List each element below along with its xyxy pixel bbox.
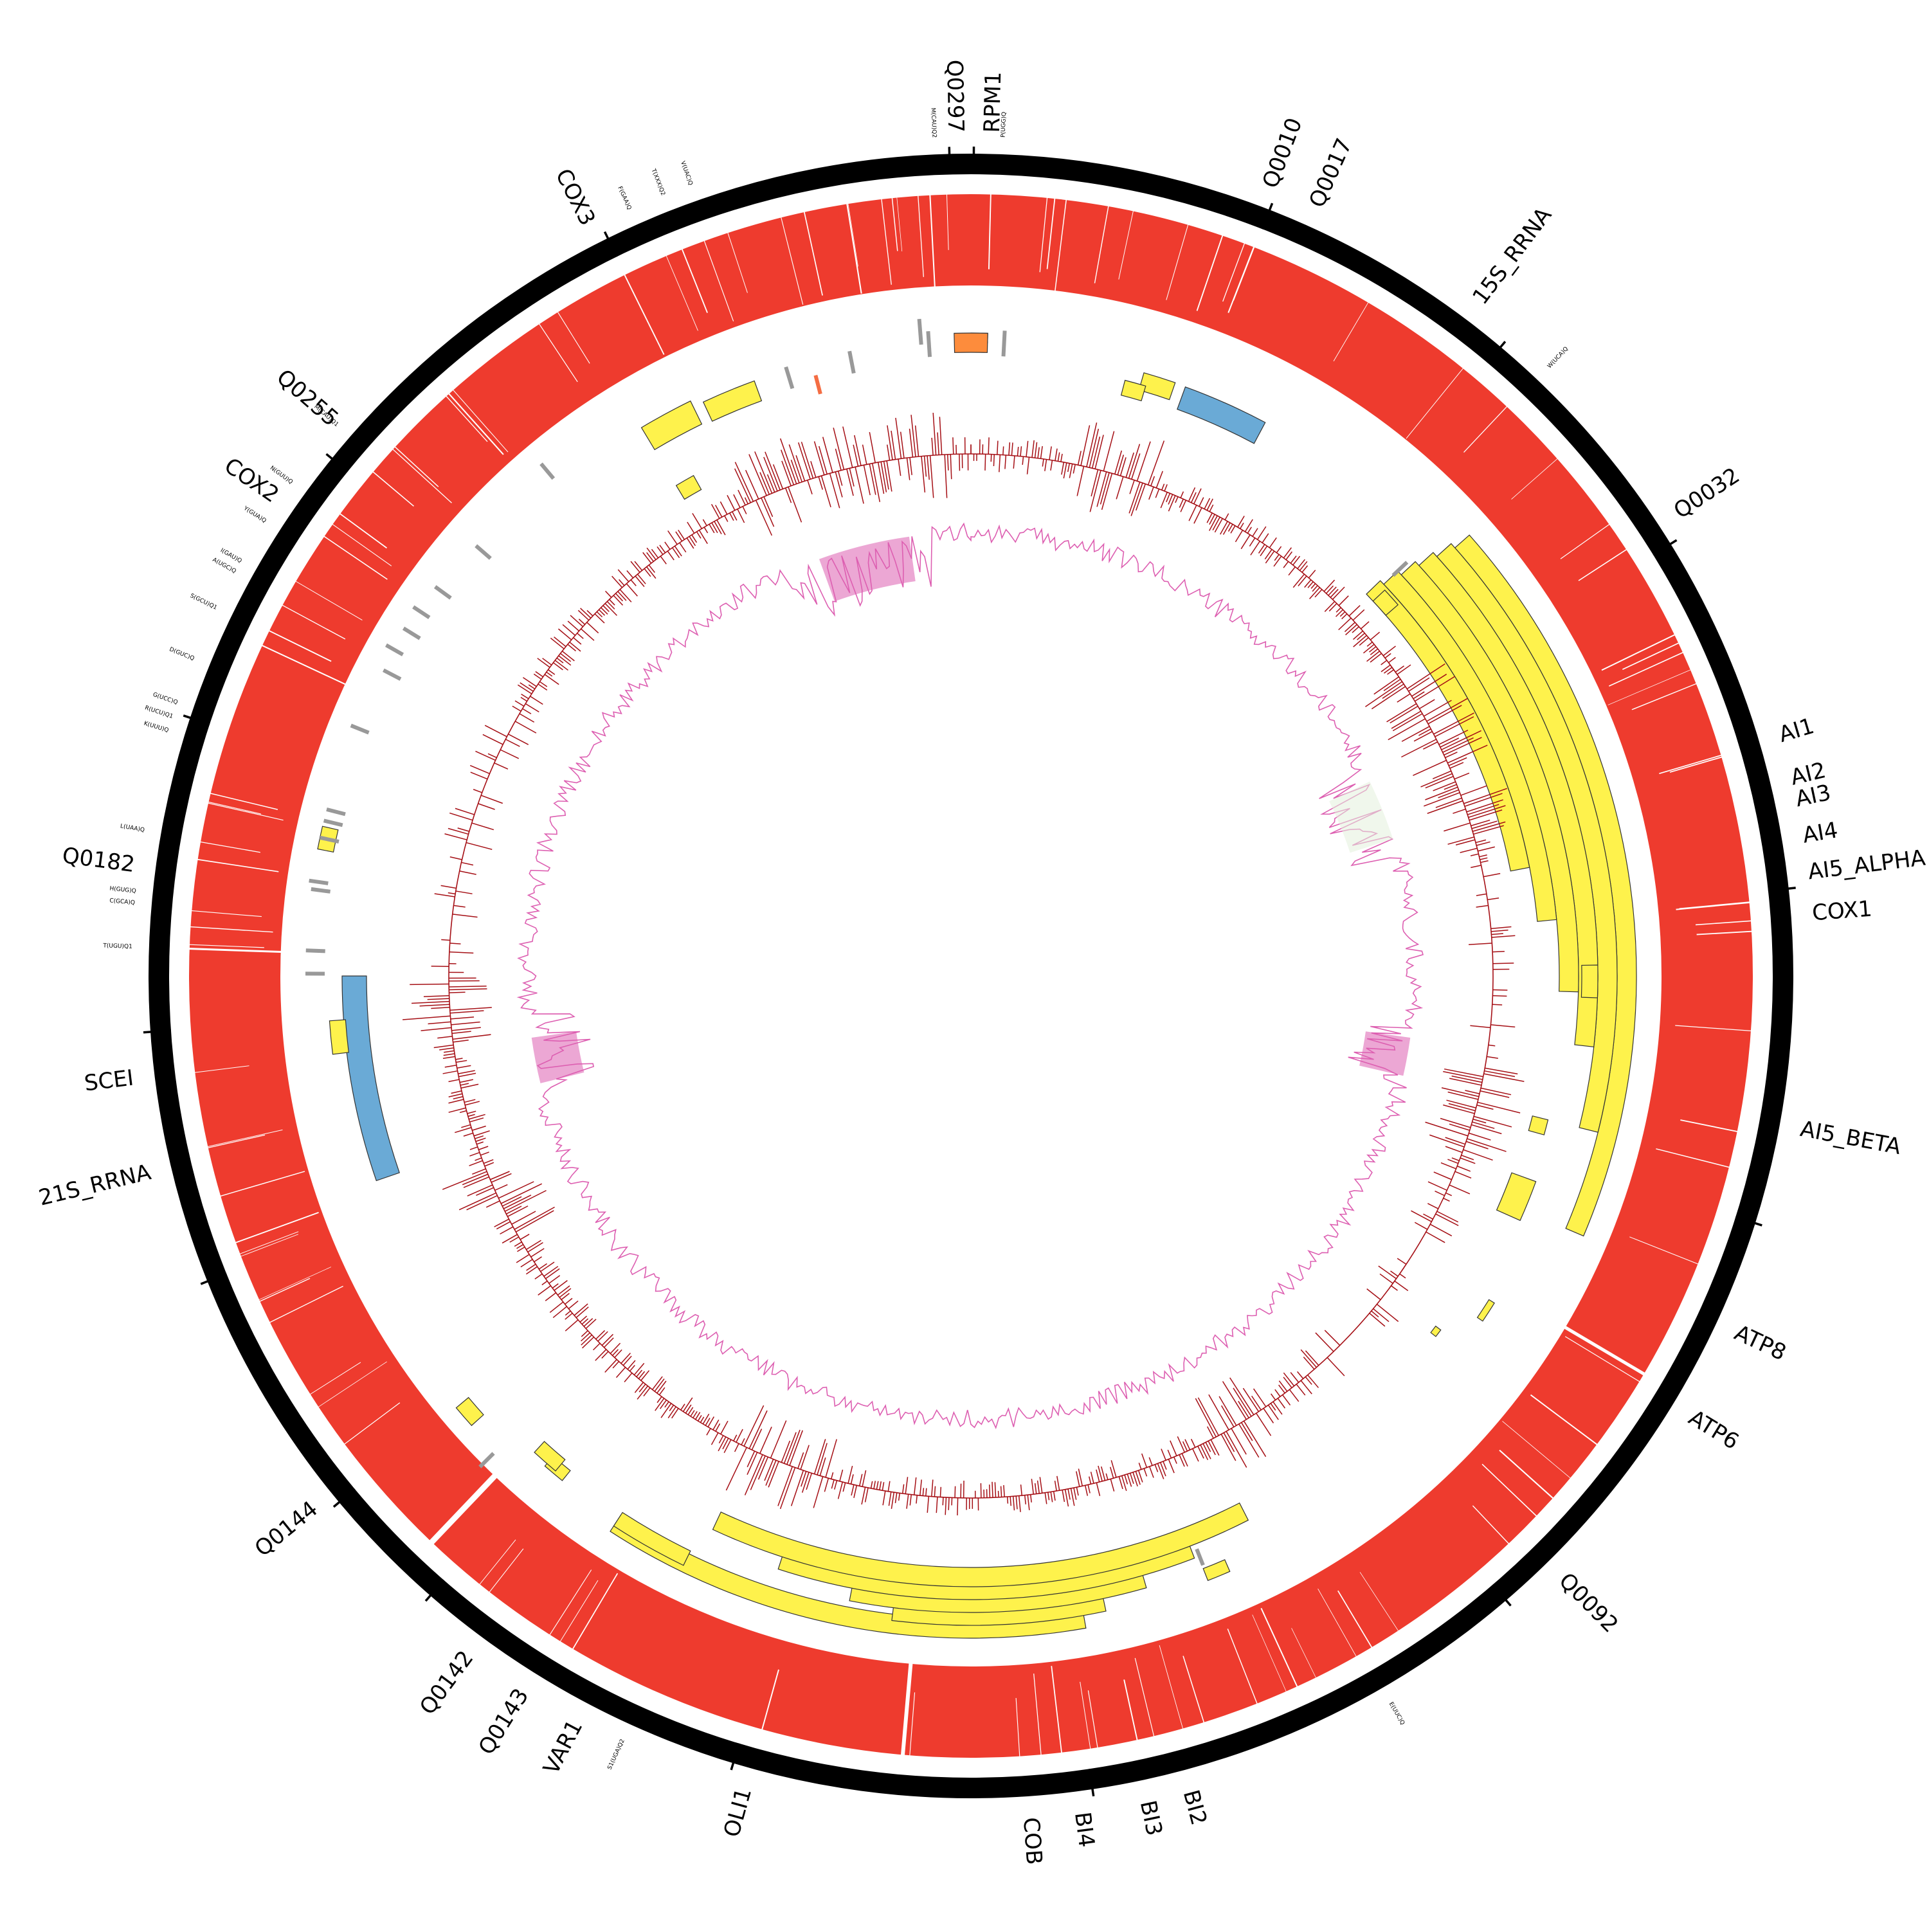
trna-feature: [324, 820, 343, 825]
gene-label-cox1: COX1: [1811, 896, 1873, 926]
trna-feature: [306, 950, 325, 951]
gene-feature: [1581, 965, 1598, 998]
gc-skew-track: [403, 413, 1524, 1515]
trna-feature: [476, 546, 491, 559]
gene-feature: [1497, 1173, 1536, 1220]
gene-tick: [949, 147, 950, 174]
gene-label-q0017: Q0017: [1304, 134, 1357, 212]
trna-label-t-xxx-q2: T(XXX)Q2: [649, 167, 666, 196]
trna-feature: [815, 375, 820, 394]
trna-label-f-gaa-q: F(GAA)Q: [616, 186, 632, 212]
gene-label-q0010: Q0010: [1258, 114, 1308, 192]
15s-rrna-feature: [1177, 387, 1265, 444]
gene-label-cox3: COX3: [550, 165, 601, 230]
feature-track: [305, 319, 1636, 1638]
trna-feature: [435, 587, 451, 599]
gc-content-fill: [1329, 782, 1393, 853]
gc-content-fill: [532, 1031, 584, 1083]
gene-feature: [1203, 1560, 1230, 1580]
gene-label-cob: COB: [1018, 1816, 1047, 1865]
trna-feature: [311, 889, 331, 892]
gene-label-q0182: Q0182: [60, 843, 136, 878]
gene-feature: [456, 1398, 484, 1426]
gene-feature: [703, 381, 762, 421]
trna-label-t-ugu-q1: T(UGU)Q1: [102, 943, 132, 950]
trna-label-c-gca-q: C(GCA)Q: [109, 898, 136, 906]
trna-label-w-uca-q: W(UCA)Q: [1546, 346, 1570, 370]
trna-label-m-cau-q2: M(CAU)Q2: [930, 107, 937, 138]
gene-label-bi2: BI2: [1178, 1787, 1212, 1828]
trna-feature: [786, 367, 792, 388]
gene-label-atp8: ATP8: [1730, 1320, 1790, 1366]
gene-label-bi3: BI3: [1135, 1798, 1168, 1838]
trna-label-s-gcu-q1: S(GCU)Q1: [189, 593, 218, 611]
gene-label-ai5-alpha: AI5_ALPHA: [1807, 845, 1927, 885]
gene-label-q0032: Q0032: [1669, 463, 1744, 525]
trna-feature: [386, 645, 403, 655]
gene-label-oli1: OLI1: [719, 1785, 757, 1840]
trna-feature: [1004, 330, 1005, 356]
gc-content-line: [518, 524, 1423, 1428]
trna-label-h-gug-q: H(GUG)Q: [109, 885, 136, 894]
trna-feature: [919, 319, 921, 345]
gene-label-ai1: AI1: [1776, 713, 1817, 748]
gene-label-bi4: BI4: [1069, 1810, 1100, 1849]
trna-feature: [327, 809, 345, 815]
gene-label-scei: SCEI: [83, 1065, 135, 1097]
gene-feature: [1528, 1116, 1548, 1135]
gene-label-q0092: Q0092: [1553, 1568, 1623, 1638]
gene-feature: [329, 1020, 349, 1054]
gene-feature: [642, 401, 702, 450]
trna-label-d-guc-q: D(GUC)Q: [168, 646, 195, 662]
trna-label-v-uac-q: V(UAC)Q: [679, 160, 693, 186]
trna-label-s1-uga-q2: S1(UGA)Q2: [607, 1738, 626, 1771]
trna-feature: [413, 607, 430, 618]
gene-label-atp6: ATP6: [1684, 1405, 1743, 1455]
trna-feature: [480, 1453, 493, 1467]
gene-label-q0297: Q0297: [941, 60, 968, 133]
trna-feature: [928, 331, 930, 357]
trna-label-p-ugg-q: P(UGG)Q: [1001, 112, 1008, 138]
intron-arc-feature: [713, 1503, 1249, 1587]
gene-label-15s-rrna: 15S_RRNA: [1467, 203, 1557, 309]
trna-feature: [849, 351, 854, 373]
gene-label-q0143: Q0143: [473, 1684, 534, 1759]
orange-feature: [954, 333, 988, 352]
trna-feature: [351, 725, 369, 732]
trna-label-k-uuu-q: K(UUU)Q: [143, 721, 169, 734]
trna-label-l-uaa-q: L(UAA)Q: [120, 823, 145, 833]
gene-label-ai4: AI4: [1800, 817, 1840, 849]
gc-content-track: [518, 524, 1423, 1428]
trna-label-e-uuc-q: E(UUC)Q: [1388, 1701, 1406, 1726]
trna-label-g-ucc-q: G(UCC)Q: [152, 692, 178, 707]
trna-label-r-ucu-q1: R(UCU)Q1: [144, 705, 174, 720]
gene-label-q0142: Q0142: [415, 1646, 479, 1720]
trna-feature: [404, 628, 421, 638]
gc-content-fill: [1359, 1031, 1410, 1076]
trna-feature: [1197, 1549, 1203, 1565]
gene-label-cox2: COX2: [219, 453, 284, 508]
trna-feature: [541, 464, 554, 478]
coverage-ring: [235, 240, 1707, 1712]
gene-feature: [676, 476, 702, 500]
genome-backbone-ring: [159, 164, 1783, 1788]
gene-feature: [1478, 1299, 1495, 1321]
gene-label-21s-rrna: 21S_RRNA: [36, 1159, 153, 1211]
trna-feature: [309, 881, 329, 883]
gc-skew-spikes: [403, 413, 1524, 1515]
gene-label-q0144: Q0144: [250, 1496, 323, 1562]
gene-feature: [1431, 1326, 1441, 1337]
trna-feature: [383, 670, 401, 679]
21s-rrna-feature: [342, 976, 399, 1180]
trna-label-y-gua-q: Y(GUA)Q: [242, 505, 267, 524]
gene-label-var1: VAR1: [538, 1716, 588, 1779]
gene-label-ai5-beta: AI5_BETA: [1798, 1116, 1903, 1160]
gc-content-fill: [819, 537, 916, 602]
